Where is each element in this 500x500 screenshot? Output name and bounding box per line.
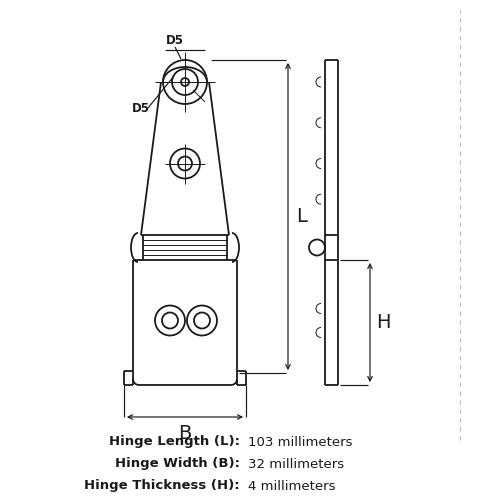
Text: L: L	[296, 207, 307, 226]
Text: 103 millimeters: 103 millimeters	[248, 436, 352, 448]
Text: 4 millimeters: 4 millimeters	[248, 480, 336, 492]
Text: Hinge Thickness (H):: Hinge Thickness (H):	[84, 480, 240, 492]
Text: H: H	[376, 313, 390, 332]
Text: Hinge Length (L):: Hinge Length (L):	[109, 436, 240, 448]
Text: D5: D5	[166, 34, 184, 47]
Text: B: B	[178, 424, 192, 443]
Text: D5: D5	[132, 102, 150, 114]
Text: 32 millimeters: 32 millimeters	[248, 458, 344, 470]
Text: Hinge Width (B):: Hinge Width (B):	[115, 458, 240, 470]
